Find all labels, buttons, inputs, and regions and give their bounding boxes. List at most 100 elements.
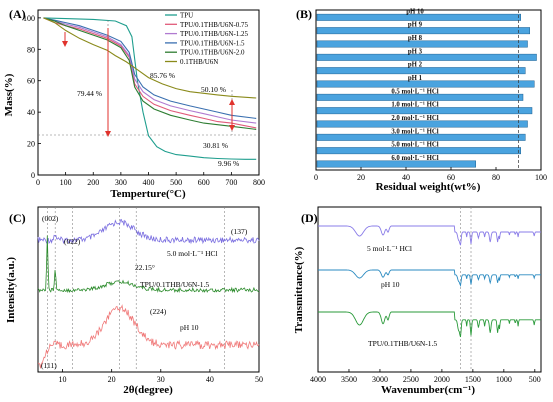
panel-a: (A) 0 100 200 300 400 500 600 700 800 0 20 40 60 80 1… bbox=[3, 7, 265, 200]
bar bbox=[316, 120, 528, 128]
panel-c-ylabel: Intensity(a.u.) bbox=[5, 257, 17, 323]
annotation-9: 9.96 % bbox=[218, 159, 239, 168]
x-tick-label: 100 bbox=[60, 178, 72, 187]
bar-category-label: 2.0 mol·L⁻¹ HCl bbox=[391, 115, 438, 122]
bar-category-label: 1.0 mol·L⁻¹ HCl bbox=[391, 102, 438, 109]
panel-d-xlabel: Wavenumber(cm⁻¹) bbox=[381, 384, 475, 396]
series-line-0 bbox=[318, 225, 541, 246]
x-tick-label: 800 bbox=[253, 178, 265, 187]
panel-d-series bbox=[318, 225, 541, 338]
x-tick-label: 10 bbox=[59, 375, 67, 384]
y-tick-label: 80 bbox=[27, 45, 35, 54]
bar-category-label: 0.5 mol·L⁻¹ HCl bbox=[391, 88, 438, 95]
panel-a-y-ticks: 0 20 40 60 80 100 bbox=[23, 14, 41, 180]
bar-category-label: pH 2 bbox=[408, 62, 423, 69]
y-tick-label: 0 bbox=[31, 171, 35, 180]
annotation-50: 50.10 % bbox=[201, 85, 226, 94]
panel-d-ylabel: Transmittance(%) bbox=[293, 246, 305, 333]
x-tick-label: 1000 bbox=[496, 375, 512, 384]
series-line-1 bbox=[37, 235, 260, 294]
bar bbox=[316, 40, 528, 48]
x-tick-label: 500 bbox=[170, 178, 182, 187]
x-tick-label: 2000 bbox=[434, 375, 450, 384]
x-tick-label: 300 bbox=[115, 178, 127, 187]
panel-b-label: (B) bbox=[296, 7, 312, 21]
panel-c-label: (C) bbox=[9, 211, 26, 225]
panel-c-series-label-hcl: 5.0 mol·L⁻¹ HCl bbox=[167, 249, 218, 258]
bar bbox=[316, 147, 521, 155]
panel-a-ylabel: Mass(%) bbox=[3, 73, 15, 116]
bar bbox=[316, 13, 521, 21]
x-tick-label: 50 bbox=[255, 375, 263, 384]
panel-a-x-ticks: 0 100 200 300 400 500 600 700 800 bbox=[36, 172, 265, 187]
x-tick-label: 0 bbox=[36, 178, 40, 187]
series-line-5 bbox=[43, 17, 257, 99]
series-line-2 bbox=[43, 17, 257, 124]
x-tick-label: 80 bbox=[492, 173, 500, 182]
annotation-85: 85.76 % bbox=[150, 71, 175, 80]
series-line-3 bbox=[43, 17, 257, 119]
bar bbox=[316, 107, 533, 115]
x-tick-label: 500 bbox=[529, 375, 541, 384]
series-line-0 bbox=[37, 218, 260, 245]
bar bbox=[316, 67, 526, 75]
x-tick-label: 30 bbox=[157, 375, 165, 384]
bar-category-label: pH 8 bbox=[408, 35, 423, 42]
bar bbox=[316, 93, 524, 101]
x-tick-label: 1500 bbox=[465, 375, 481, 384]
panel-d-series-label-hcl: 5 mol·L⁻¹ HCl bbox=[367, 244, 412, 253]
legend-entry: TPU bbox=[180, 12, 193, 20]
series-line-1 bbox=[318, 269, 541, 287]
x-tick-label: 0 bbox=[314, 173, 318, 182]
bar-category-label: pH 3 bbox=[408, 48, 423, 55]
panel-b-x-ticks: 0 20 40 60 80 100 bbox=[314, 167, 547, 182]
panel-a-guides bbox=[38, 20, 259, 137]
panel-a-legend: TPUTPU/0.1THB/U6N-0.75TPU/0.1THB/U6N-1.2… bbox=[165, 12, 249, 66]
annotation-111: (111) bbox=[41, 361, 57, 370]
bar bbox=[316, 160, 476, 168]
panel-d-series-label-ph10: pH 10 bbox=[381, 280, 400, 289]
panel-b-xlabel: Residual weight(wt%) bbox=[376, 181, 481, 193]
x-tick-label: 700 bbox=[225, 178, 237, 187]
x-tick-label: 3000 bbox=[372, 375, 388, 384]
series-line-1 bbox=[43, 17, 257, 129]
bar-category-label: pH 10 bbox=[406, 8, 424, 15]
bar-category-label: pH 9 bbox=[408, 22, 423, 29]
x-tick-label: 200 bbox=[87, 178, 99, 187]
panel-d-label: (D) bbox=[301, 211, 318, 225]
bar bbox=[316, 53, 537, 61]
bar-category-label: 6.0 mol·L⁻¹ HCl bbox=[391, 155, 438, 162]
legend-entry: TPU/0.1THB/U6N-0.75 bbox=[180, 21, 249, 29]
annotation-002: (002) bbox=[42, 214, 59, 223]
legend-entry: 0.1THB/U6N bbox=[180, 58, 218, 66]
y-tick-label: 60 bbox=[27, 77, 35, 86]
bar-category-label: 3.0 mol·L⁻¹ HCl bbox=[391, 128, 438, 135]
panel-c-series-label-ph10: pH 10 bbox=[180, 323, 199, 332]
panel-c-reference-lines bbox=[47, 207, 225, 372]
y-tick-label: 40 bbox=[27, 108, 35, 117]
legend-entry: TPU/0.1THB/U6N-2.0 bbox=[180, 49, 245, 57]
annotation-2215: 22.15° bbox=[135, 263, 155, 272]
x-tick-label: 600 bbox=[198, 178, 210, 187]
x-tick-label: 20 bbox=[108, 375, 116, 384]
y-tick-label: 100 bbox=[23, 14, 35, 23]
x-tick-label: 3500 bbox=[341, 375, 357, 384]
bar bbox=[316, 133, 526, 141]
x-tick-label: 40 bbox=[206, 375, 214, 384]
x-tick-label: 100 bbox=[535, 173, 547, 182]
panel-d: (D) 4000 3500 3000 2500 2000 1500 1000 500 5 mo… bbox=[293, 206, 542, 396]
x-tick-label: 20 bbox=[357, 173, 365, 182]
panel-c-xlabel: 2θ(degree) bbox=[123, 384, 173, 396]
y-tick-label: 20 bbox=[27, 140, 35, 149]
bar bbox=[316, 27, 530, 35]
x-tick-label: 4000 bbox=[310, 375, 326, 384]
panel-d-series-label-tpu: TPU/0.1THB/U6N-1.5 bbox=[368, 339, 437, 348]
x-tick-label: 400 bbox=[143, 178, 155, 187]
panel-c-series bbox=[37, 218, 260, 369]
panel-b-frame bbox=[315, 9, 542, 171]
panel-c-series-label-tpu: TPU/0.1THB/U6N-1.5 bbox=[140, 280, 209, 289]
x-tick-label: 2500 bbox=[403, 375, 419, 384]
panel-b: (B) pH 10 pH 9 pH 8 pH 3 pH 2 pH 1 0.5 mol·L⁻¹… bbox=[296, 7, 547, 193]
panel-a-series bbox=[43, 17, 257, 160]
